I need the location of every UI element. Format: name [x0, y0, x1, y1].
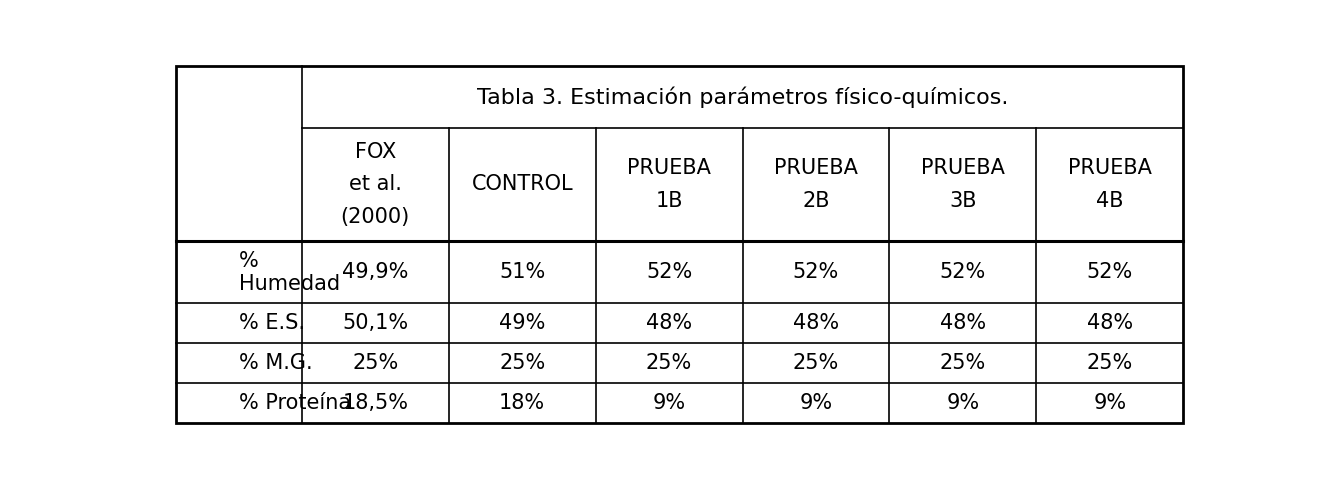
Text: 25%: 25%: [1086, 353, 1132, 373]
Text: 52%: 52%: [793, 262, 839, 282]
Text: 25%: 25%: [940, 353, 987, 373]
Text: 49,9%: 49,9%: [342, 262, 408, 282]
Text: 9%: 9%: [800, 393, 833, 413]
Text: 25%: 25%: [793, 353, 839, 373]
Text: 48%: 48%: [646, 314, 692, 333]
Text: Tabla 3. Estimación parámetros físico-químicos.: Tabla 3. Estimación parámetros físico-qu…: [477, 86, 1008, 107]
Text: PRUEBA
2B: PRUEBA 2B: [774, 158, 858, 211]
Text: CONTROL: CONTROL: [472, 175, 573, 195]
Text: 9%: 9%: [1093, 393, 1126, 413]
Text: 52%: 52%: [940, 262, 987, 282]
Text: 25%: 25%: [353, 353, 399, 373]
Text: 51%: 51%: [499, 262, 545, 282]
Text: FOX
et al.
(2000): FOX et al. (2000): [341, 142, 410, 227]
Text: PRUEBA
3B: PRUEBA 3B: [920, 158, 1005, 211]
Text: PRUEBA
4B: PRUEBA 4B: [1067, 158, 1151, 211]
Text: 52%: 52%: [1086, 262, 1132, 282]
Text: 50,1%: 50,1%: [342, 314, 408, 333]
Text: % E.S.: % E.S.: [239, 314, 305, 333]
Text: 49%: 49%: [499, 314, 545, 333]
Text: %
Humedad: % Humedad: [239, 251, 339, 294]
Text: % M.G.: % M.G.: [239, 353, 313, 373]
Text: 52%: 52%: [646, 262, 692, 282]
Text: 48%: 48%: [1086, 314, 1132, 333]
Text: 18,5%: 18,5%: [342, 393, 408, 413]
Text: 9%: 9%: [652, 393, 686, 413]
Text: 9%: 9%: [947, 393, 980, 413]
Text: 25%: 25%: [499, 353, 545, 373]
Text: 48%: 48%: [940, 314, 987, 333]
Text: 18%: 18%: [499, 393, 545, 413]
Text: % Proteína: % Proteína: [239, 393, 351, 413]
Text: PRUEBA
1B: PRUEBA 1B: [627, 158, 711, 211]
Text: 25%: 25%: [646, 353, 692, 373]
Text: 48%: 48%: [793, 314, 839, 333]
